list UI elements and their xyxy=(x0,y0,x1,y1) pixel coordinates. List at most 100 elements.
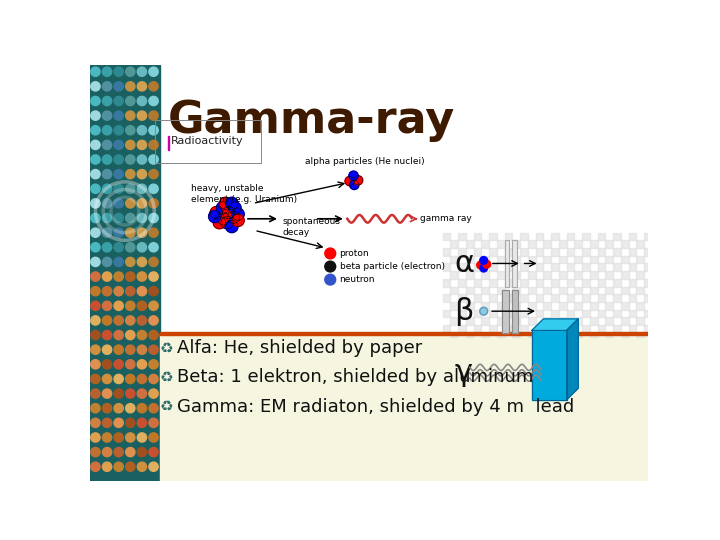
Circle shape xyxy=(114,126,123,135)
Bar xyxy=(567,325,575,333)
Bar xyxy=(512,289,518,333)
Circle shape xyxy=(126,345,135,354)
Circle shape xyxy=(126,82,135,91)
Bar xyxy=(559,287,567,294)
Bar xyxy=(513,240,517,287)
Circle shape xyxy=(102,374,112,383)
Circle shape xyxy=(149,360,158,369)
Bar xyxy=(528,318,536,325)
Circle shape xyxy=(138,111,147,120)
Bar xyxy=(520,264,528,271)
Bar xyxy=(567,294,575,302)
Circle shape xyxy=(114,228,123,237)
Circle shape xyxy=(149,213,158,222)
Circle shape xyxy=(149,418,158,428)
Bar xyxy=(482,333,489,336)
Circle shape xyxy=(149,111,158,120)
Bar xyxy=(636,287,644,294)
Circle shape xyxy=(102,111,112,120)
Bar xyxy=(513,287,520,294)
Circle shape xyxy=(126,228,135,237)
Bar xyxy=(598,233,606,240)
Bar xyxy=(503,289,508,333)
Circle shape xyxy=(138,140,147,150)
Bar xyxy=(451,318,458,325)
Bar xyxy=(621,256,629,264)
Circle shape xyxy=(91,140,100,150)
Bar xyxy=(520,279,528,287)
Bar xyxy=(551,294,559,302)
Bar xyxy=(559,302,567,309)
Bar xyxy=(482,240,489,248)
Bar xyxy=(505,233,513,240)
Circle shape xyxy=(102,433,112,442)
Bar xyxy=(497,318,505,325)
Bar xyxy=(544,287,551,294)
Circle shape xyxy=(149,257,158,267)
Bar xyxy=(536,294,544,302)
Circle shape xyxy=(114,448,123,457)
Bar xyxy=(443,233,451,240)
Bar xyxy=(474,279,482,287)
Circle shape xyxy=(114,67,123,76)
Circle shape xyxy=(149,242,158,252)
Circle shape xyxy=(126,96,135,106)
Bar xyxy=(513,302,520,309)
Bar xyxy=(606,271,613,279)
Circle shape xyxy=(114,111,123,120)
Circle shape xyxy=(91,462,100,471)
Bar xyxy=(598,264,606,271)
Circle shape xyxy=(149,155,158,164)
Bar xyxy=(443,294,451,302)
Circle shape xyxy=(138,374,147,383)
Circle shape xyxy=(102,96,112,106)
Text: gamma ray: gamma ray xyxy=(420,214,472,224)
Circle shape xyxy=(91,170,100,179)
Circle shape xyxy=(349,171,358,180)
Bar xyxy=(598,309,606,318)
Bar xyxy=(590,302,598,309)
Circle shape xyxy=(102,448,112,457)
Bar xyxy=(590,287,598,294)
Bar xyxy=(575,271,582,279)
Circle shape xyxy=(114,272,123,281)
Circle shape xyxy=(91,67,100,76)
Bar xyxy=(505,294,513,302)
Bar xyxy=(458,309,466,318)
Bar xyxy=(559,333,567,336)
Bar xyxy=(575,287,582,294)
Bar xyxy=(582,325,590,333)
Circle shape xyxy=(114,96,123,106)
Circle shape xyxy=(102,345,112,354)
Text: γ: γ xyxy=(454,359,472,387)
Bar xyxy=(536,279,544,287)
Bar xyxy=(644,248,648,256)
Circle shape xyxy=(114,257,123,267)
Bar xyxy=(466,333,474,336)
Bar xyxy=(451,333,458,336)
Circle shape xyxy=(114,418,123,428)
Circle shape xyxy=(114,199,123,208)
Circle shape xyxy=(114,82,123,91)
Bar xyxy=(466,271,474,279)
Bar xyxy=(559,318,567,325)
Text: alpha particles (He nuclei): alpha particles (He nuclei) xyxy=(305,158,425,166)
Circle shape xyxy=(91,389,100,398)
Bar xyxy=(458,325,466,333)
Circle shape xyxy=(126,184,135,193)
Bar xyxy=(497,271,505,279)
Circle shape xyxy=(221,217,233,229)
Bar xyxy=(621,271,629,279)
Circle shape xyxy=(114,389,123,398)
Circle shape xyxy=(149,330,158,340)
Circle shape xyxy=(102,272,112,281)
Text: Radioactivity: Radioactivity xyxy=(171,137,244,146)
Circle shape xyxy=(229,202,241,214)
Circle shape xyxy=(114,155,123,164)
Circle shape xyxy=(91,360,100,369)
Bar xyxy=(598,279,606,287)
Bar xyxy=(443,309,451,318)
Bar xyxy=(458,233,466,240)
Circle shape xyxy=(102,82,112,91)
Circle shape xyxy=(149,301,158,310)
